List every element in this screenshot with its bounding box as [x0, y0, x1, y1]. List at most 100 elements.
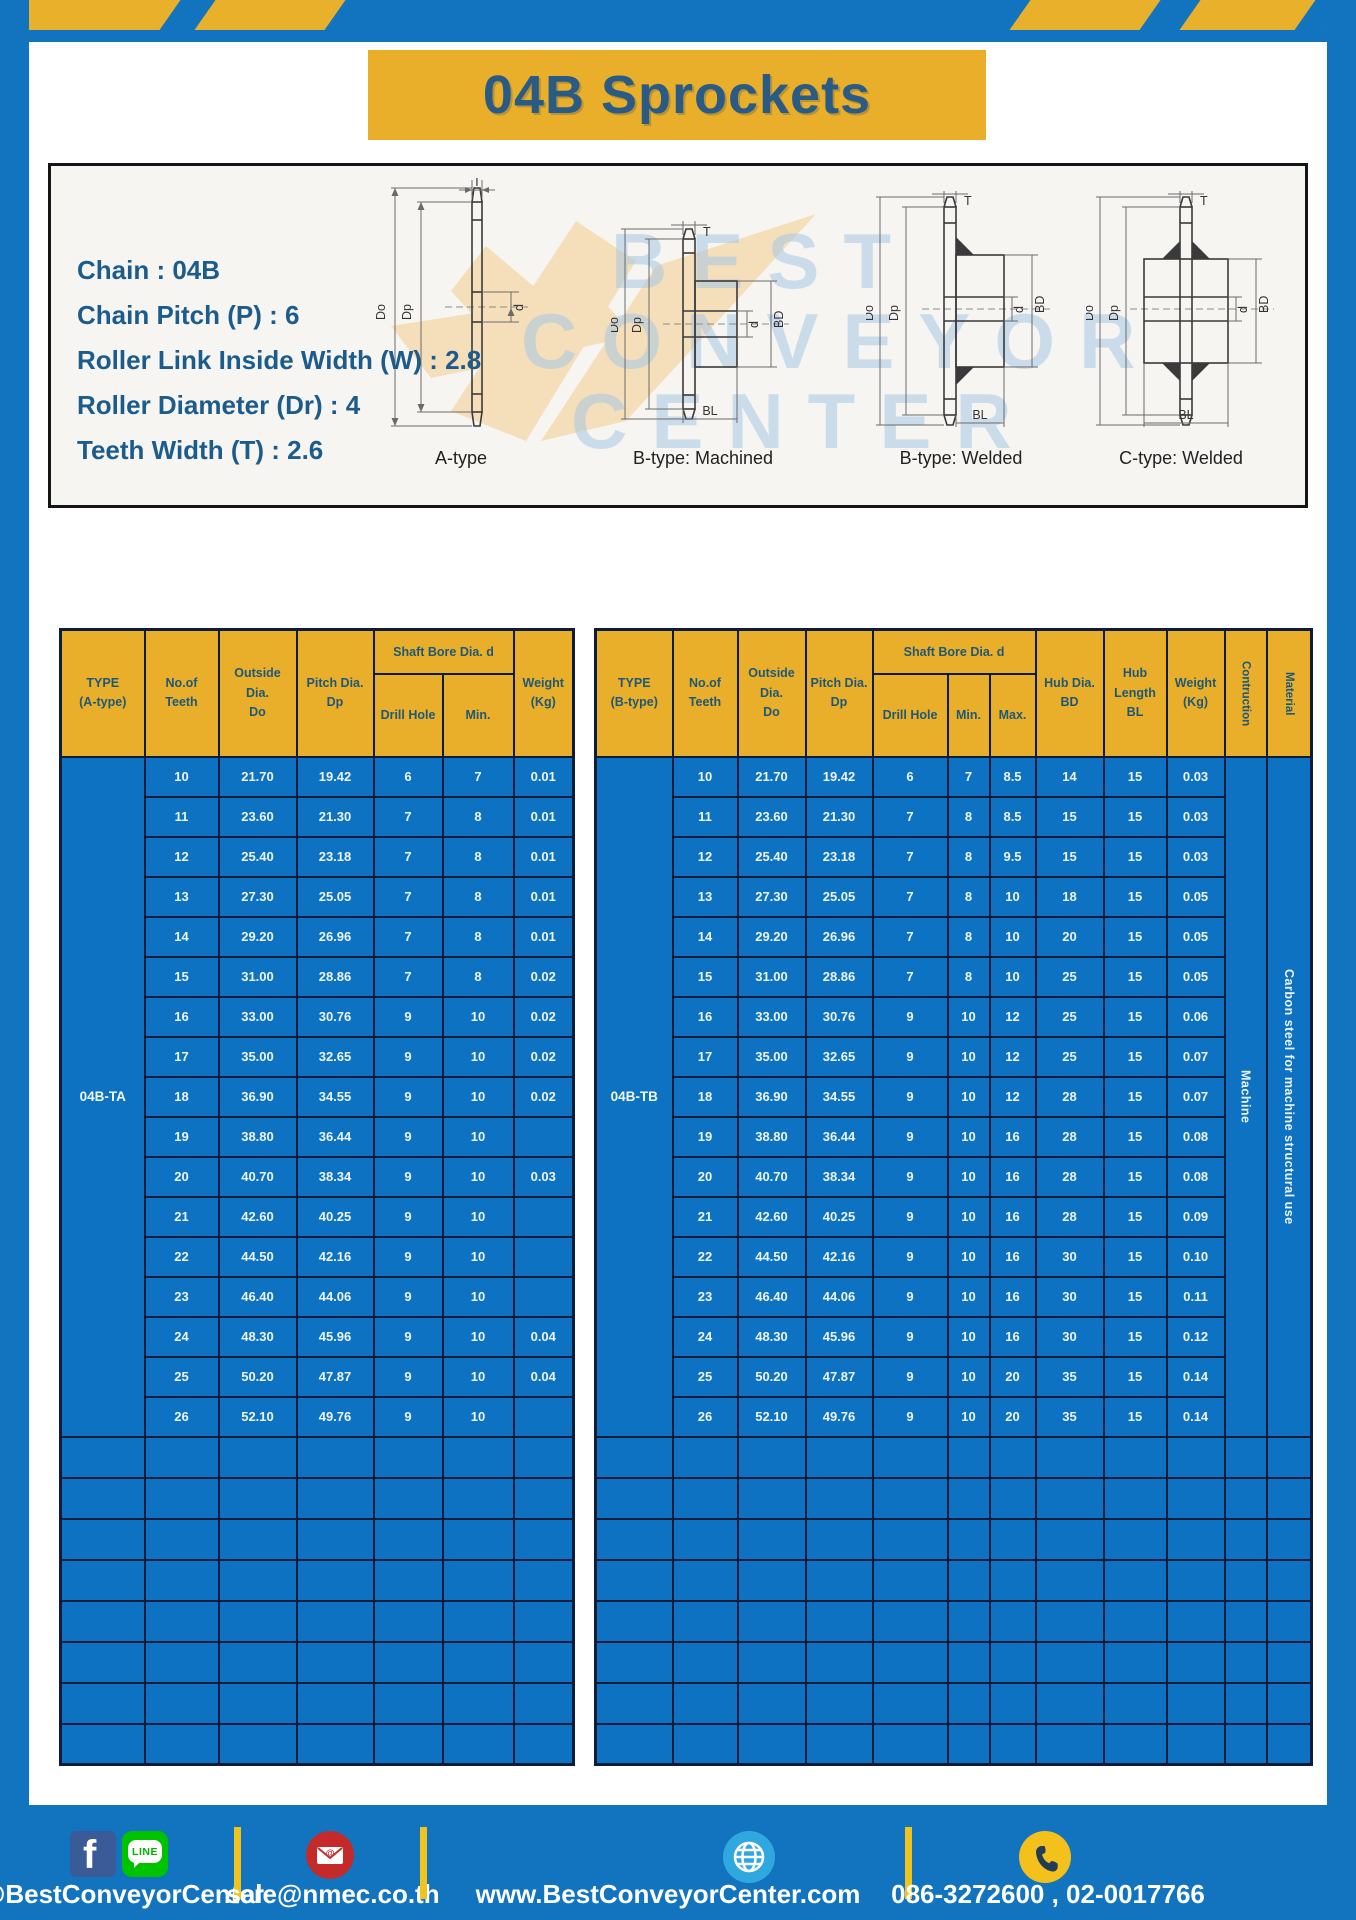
- table-cell: [512, 1195, 575, 1238]
- table-cell: 7: [372, 795, 444, 838]
- table-cell: 25.05: [804, 875, 874, 918]
- table-cell: [988, 1599, 1037, 1643]
- table-cell: [871, 1722, 949, 1766]
- table-cell: 31.00: [217, 955, 298, 998]
- top-banner: [0, 0, 1356, 42]
- table-cell: [441, 1640, 515, 1684]
- table-cell: 10: [441, 1395, 515, 1438]
- table-cell: [512, 1517, 575, 1561]
- table-cell: 0.01: [512, 875, 575, 918]
- table-cell: [1265, 1681, 1313, 1725]
- table-cell: [295, 1435, 375, 1479]
- svg-text:d: d: [747, 321, 761, 328]
- table-cell: 10: [946, 1315, 991, 1358]
- table-cell: 23.18: [804, 835, 874, 878]
- table-cell: [804, 1435, 874, 1479]
- table-row: 24 48.30 45.96 9 10 16 30 15 0.12: [596, 1315, 1312, 1358]
- table-cell: 20: [143, 1155, 220, 1198]
- empty-table-row: [594, 1435, 1313, 1479]
- empty-table-row: [594, 1517, 1313, 1561]
- diagram-a-type: Do Dp T d: [374, 178, 528, 427]
- table-cell: 0.11: [1165, 1275, 1226, 1318]
- table-cell: [1165, 1599, 1226, 1643]
- svg-text:BD: BD: [772, 311, 786, 328]
- table-cell: 33.00: [736, 995, 807, 1038]
- table-cell: [441, 1476, 515, 1520]
- table-cell: 25: [143, 1355, 220, 1398]
- col-header-drill-hole: Drill Hole: [871, 672, 949, 758]
- table-cell: 15: [1102, 915, 1168, 958]
- table-cell: [59, 1476, 146, 1520]
- table-cell: 18: [1034, 875, 1105, 918]
- table-cell: [1165, 1435, 1226, 1479]
- phone-icon: [1019, 1831, 1071, 1883]
- table-cell: 0.02: [512, 1035, 575, 1078]
- table-row: 04B-TA 10 21.70 19.42 6 7 0.01: [59, 755, 575, 1438]
- table-cell: [217, 1435, 298, 1479]
- table-cell: 25: [1034, 1035, 1105, 1078]
- col-header-hub-dia: Hub Dia. BD: [1034, 628, 1105, 758]
- table-cell: 0.01: [512, 835, 575, 878]
- table-cell: 16: [988, 1195, 1037, 1238]
- table-cell: 28.86: [295, 955, 375, 998]
- table-cell: 25.40: [736, 835, 807, 878]
- table-cell: 25.05: [295, 875, 375, 918]
- table-cell: [217, 1517, 298, 1561]
- table-cell: [804, 1517, 874, 1561]
- table-cell: 10: [441, 1195, 515, 1238]
- table-cell: 16: [988, 1115, 1037, 1158]
- table-row: 20 40.70 38.34 9 10 16 28 15 0.08: [596, 1155, 1312, 1198]
- table-cell: [736, 1558, 807, 1602]
- table-cell: [295, 1558, 375, 1602]
- diagram-caption-b-welded: B-type: Welded: [899, 448, 1023, 468]
- table-cell: 40.25: [295, 1195, 375, 1238]
- table-row: 25 50.20 47.87 9 10 20 35 15 0.14: [596, 1355, 1312, 1398]
- table-cell: 21: [671, 1195, 739, 1238]
- table-cell: [671, 1599, 739, 1643]
- table-cell: 8.5: [988, 795, 1037, 838]
- footer-divider: [234, 1827, 241, 1899]
- table-cell: 7: [372, 955, 444, 998]
- table-row: 22 44.50 42.16 9 10 16 30 15 0.10: [596, 1235, 1312, 1278]
- table-cell: 17: [671, 1035, 739, 1078]
- table-cell: 20: [988, 1395, 1037, 1438]
- table-cell: 10: [441, 1075, 515, 1118]
- table-cell: 14: [1034, 755, 1105, 798]
- table-cell: 9: [871, 1315, 949, 1358]
- table-cell: 36.44: [804, 1115, 874, 1158]
- table-cell: 40.70: [736, 1155, 807, 1198]
- table-cell: [736, 1681, 807, 1725]
- table-cell: [736, 1722, 807, 1766]
- table-cell: [59, 1681, 146, 1725]
- table-cell: [372, 1681, 444, 1725]
- table-cell: 8: [946, 875, 991, 918]
- table-cell: [671, 1681, 739, 1725]
- table-cell: 9: [372, 1355, 444, 1398]
- col-header-type: TYPE (B-type): [594, 628, 674, 758]
- table-cell: 11: [143, 795, 220, 838]
- table-cell: 15: [1102, 955, 1168, 998]
- table-cell: 31.00: [736, 955, 807, 998]
- table-cell: 42.16: [295, 1235, 375, 1278]
- col-header-material: Material: [1265, 628, 1313, 758]
- svg-text:Dp: Dp: [1107, 305, 1121, 321]
- table-cell: [441, 1558, 515, 1602]
- table-cell: 25: [671, 1355, 739, 1398]
- table-cell: 52.10: [217, 1395, 298, 1438]
- table-cell: [512, 1558, 575, 1602]
- table-row: 17 35.00 32.65 9 10 12 25 15 0.07: [596, 1035, 1312, 1078]
- table-row: 13 27.30 25.05 7 8 10 18 15 0.05: [596, 875, 1312, 918]
- table-cell: [594, 1599, 674, 1643]
- table-cell: 9: [871, 1155, 949, 1198]
- table-cell: [372, 1599, 444, 1643]
- table-cell: [295, 1681, 375, 1725]
- footer-email-label: sale@nmec.co.th: [226, 1879, 440, 1909]
- table-cell: 32.65: [295, 1035, 375, 1078]
- table-cell: 9: [372, 1275, 444, 1318]
- table-cell: [295, 1640, 375, 1684]
- table-cell: 17: [143, 1035, 220, 1078]
- table-cell: 10: [988, 875, 1037, 918]
- table-cell: [871, 1476, 949, 1520]
- table-cell: [804, 1558, 874, 1602]
- col-header-construction: Contruction: [1223, 628, 1268, 758]
